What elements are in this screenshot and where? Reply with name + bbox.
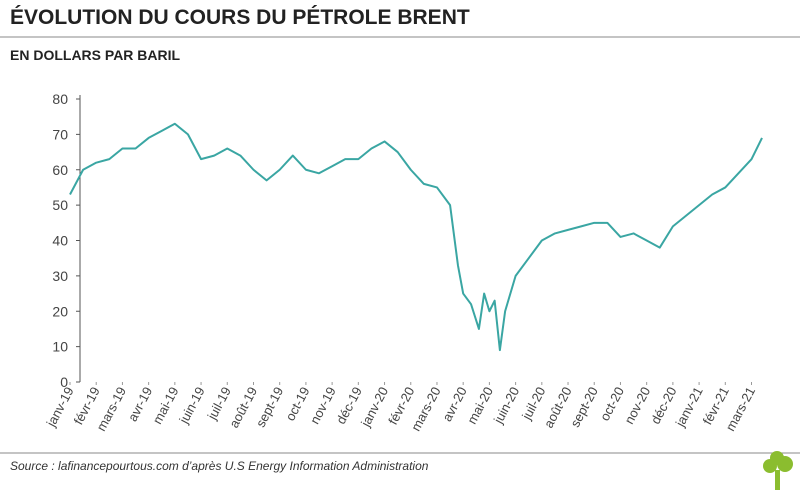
y-tick-label: 10 xyxy=(52,339,68,355)
y-tick-label: 40 xyxy=(52,233,68,249)
x-tick-label: juin-19 xyxy=(176,384,208,426)
source: Source : lafinancepourtous.com d’après U… xyxy=(10,459,429,473)
y-tick-label: 80 xyxy=(52,91,68,107)
x-tick-label: juin-20 xyxy=(490,384,522,426)
y-tick-label: 30 xyxy=(52,268,68,284)
chart-title: ÉVOLUTION DU COURS DU PÉTROLE BRENT xyxy=(10,6,470,29)
x-tick-label: janv-19 xyxy=(43,384,77,430)
y-tick-label: 0 xyxy=(60,374,68,390)
y-tick-label: 20 xyxy=(52,303,68,319)
logo xyxy=(763,451,793,490)
y-tick-label: 50 xyxy=(52,197,68,213)
y-tick-label: 70 xyxy=(52,126,68,142)
price-line xyxy=(69,122,763,352)
chart-subtitle: EN DOLLARS PAR BARIL xyxy=(10,47,181,63)
y-tick-label: 60 xyxy=(52,162,68,178)
